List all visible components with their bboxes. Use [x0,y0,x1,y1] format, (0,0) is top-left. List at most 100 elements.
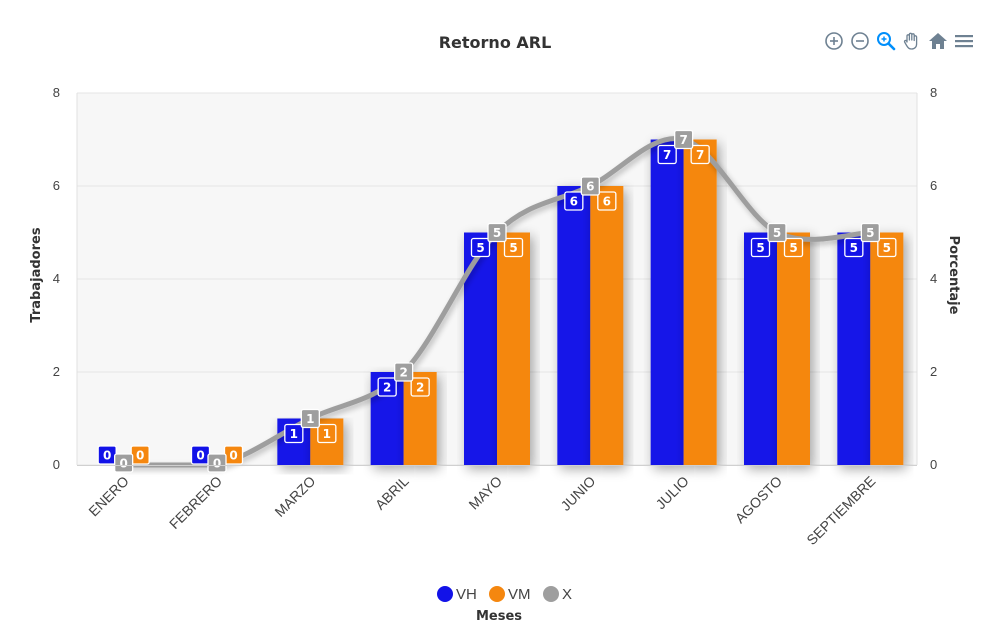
y-tick-label-right: 4 [930,271,937,286]
data-label-vm: 5 [503,237,524,258]
y-axis-title-left: Trabajadores [29,227,44,322]
svg-text:0: 0 [136,449,144,463]
bar-vm[interactable] [870,232,904,466]
zoom-out-icon[interactable] [849,30,871,52]
svg-text:5: 5 [866,226,874,240]
data-label-vm: 0 [223,445,244,465]
bar-vh[interactable] [744,232,777,466]
svg-text:5: 5 [883,241,891,255]
data-label-x: 7 [674,129,694,150]
svg-text:2: 2 [383,381,391,395]
data-label-vh: 5 [750,237,771,258]
y-tick-label-right: 8 [930,85,937,100]
bar-vm[interactable] [777,232,810,466]
bar-vm[interactable] [683,139,717,466]
pan-hand-icon[interactable] [901,30,923,52]
data-label-vh: 5 [844,237,864,258]
legend-marker [437,586,453,602]
data-label-vh: 2 [377,377,397,397]
svg-text:0: 0 [103,449,111,463]
y-axis-right: 0 2 4 6 8 [930,85,937,472]
data-label-vh: 0 [97,445,117,465]
y-tick-label-left: 8 [53,85,60,100]
chart-title: Retorno ARL [439,33,552,52]
data-label-vh: 1 [284,423,304,444]
data-label-x: 5 [860,222,880,243]
zoom-in-icon[interactable] [823,30,845,52]
svg-text:5: 5 [493,226,501,240]
legend-label: VM [508,586,531,603]
x-tick-label: MARZO [271,473,318,520]
svg-text:6: 6 [603,195,611,209]
y-tick-label-left: 6 [53,178,60,193]
legend-label: VH [456,586,477,603]
svg-text:0: 0 [196,449,204,463]
data-label-vh: 7 [657,144,677,165]
svg-text:5: 5 [789,241,797,255]
home-icon[interactable] [927,30,949,52]
data-label-vm: 5 [783,237,804,258]
bar-vm[interactable] [497,232,530,466]
y-axis-left: 0 2 4 6 8 [53,85,60,472]
legend: VH VM X [437,586,572,603]
svg-text:6: 6 [570,195,578,209]
svg-text:6: 6 [586,180,594,194]
y-tick-label-right: 2 [930,364,937,379]
legend-marker [543,586,559,602]
bar-vh[interactable] [650,139,684,466]
svg-text:0: 0 [213,457,221,471]
y-axis-title-right: Porcentaje [946,236,961,315]
zoom-select-icon[interactable] [875,30,897,52]
menu-icon[interactable] [953,30,975,52]
legend-item-vm[interactable]: VM [489,586,531,603]
svg-text:1: 1 [323,427,331,441]
svg-text:2: 2 [399,366,407,380]
svg-text:5: 5 [756,241,764,255]
data-label-vh: 5 [470,237,491,258]
data-label-x: 0 [114,453,134,473]
legend-item-x[interactable]: X [543,586,572,603]
data-label-vh: 6 [564,191,584,211]
y-tick-label-left: 4 [53,271,60,286]
x-tick-label: MAYO [465,473,505,513]
svg-text:2: 2 [416,381,424,395]
data-label-vm: 6 [597,191,617,211]
svg-text:1: 1 [306,412,314,426]
x-axis-title: Meses [476,609,522,624]
y-tick-label-right: 6 [930,178,937,193]
svg-text:5: 5 [773,226,781,240]
svg-text:5: 5 [476,241,484,255]
legend-label: X [562,586,572,603]
data-label-x: 5 [487,222,507,243]
x-axis: ENERO FEBRERO MARZO ABRIL MAYO JUNIO JULIO AGOS… [77,465,917,548]
x-tick-label: JULIO [652,473,691,512]
data-label-vm: 0 [130,445,150,465]
y-tick-label-left: 2 [53,364,60,379]
svg-text:0: 0 [119,457,127,471]
svg-text:7: 7 [663,148,671,162]
data-label-vh: 0 [190,445,211,465]
x-tick-label: FEBRERO [166,473,225,532]
data-label-vm: 5 [877,237,897,258]
bar-vm[interactable] [590,186,624,465]
svg-text:0: 0 [229,449,237,463]
x-tick-label: JUNIO [557,473,598,514]
legend-item-vh[interactable]: VH [437,586,477,603]
bar-vh[interactable] [557,186,591,465]
svg-text:5: 5 [509,241,517,255]
x-tick-label: ENERO [85,473,132,520]
chart-toolbar [823,30,975,52]
data-label-x: 6 [580,176,600,196]
svg-text:5: 5 [850,241,858,255]
bar-vh[interactable] [837,232,871,466]
data-label-vm: 1 [317,423,337,444]
svg-text:1: 1 [290,427,298,441]
x-tick-label: SEPTIEMBRE [803,473,878,548]
y-tick-label-right: 0 [930,457,937,472]
data-label-x: 5 [767,222,787,243]
data-label-vm: 2 [410,377,430,397]
legend-marker [489,586,505,602]
